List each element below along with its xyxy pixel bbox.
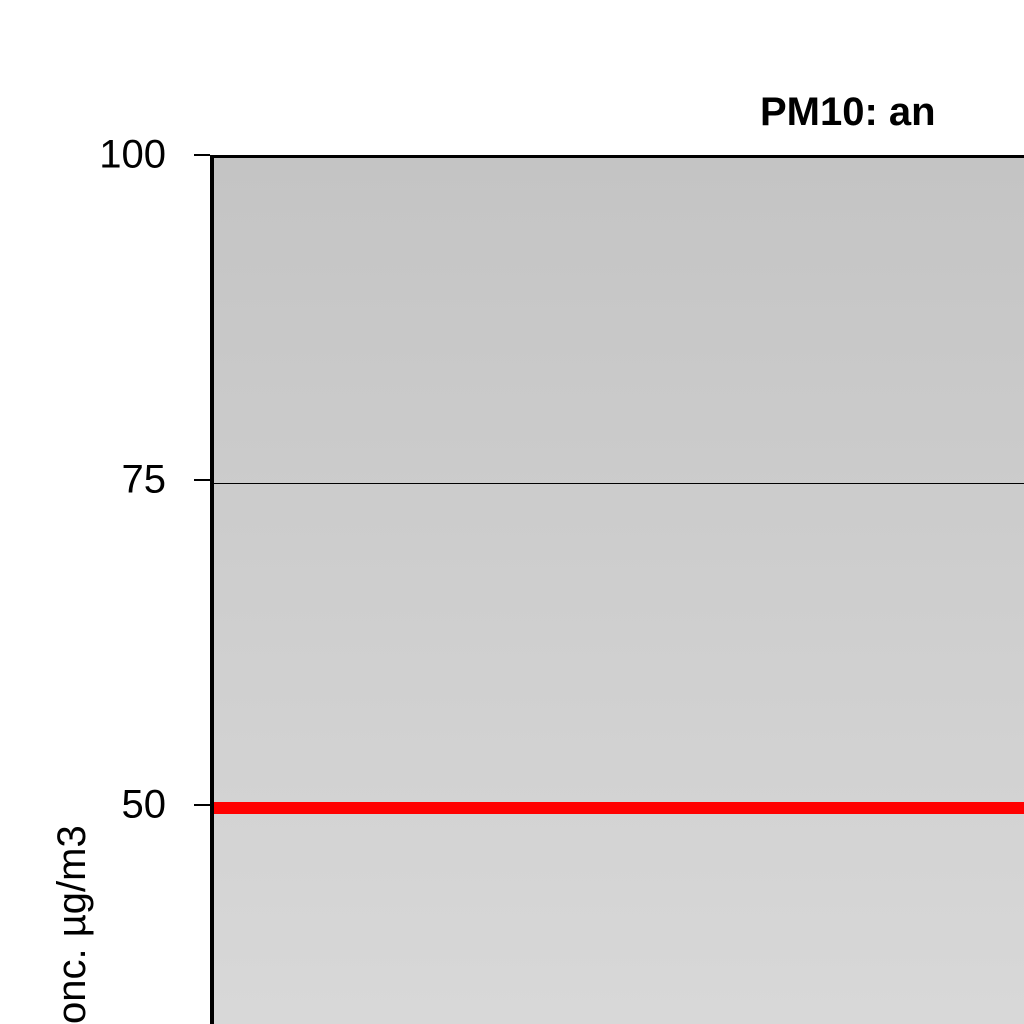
limit-line: [214, 802, 1024, 814]
plot-area: [210, 155, 1024, 1024]
y-tick: [194, 804, 210, 806]
y-tick: [194, 154, 210, 156]
y-tick-label: 100: [26, 133, 166, 178]
chart-title: PM10: an: [760, 90, 936, 135]
y-axis-label: onc. µg/m3: [50, 825, 95, 1024]
y-tick-label: 50: [26, 783, 166, 828]
gridline: [214, 483, 1024, 484]
y-tick: [194, 479, 210, 481]
y-tick-label: 75: [26, 458, 166, 503]
chart-canvas: PM10: an onc. µg/m3 50 75 100: [0, 0, 1024, 1024]
